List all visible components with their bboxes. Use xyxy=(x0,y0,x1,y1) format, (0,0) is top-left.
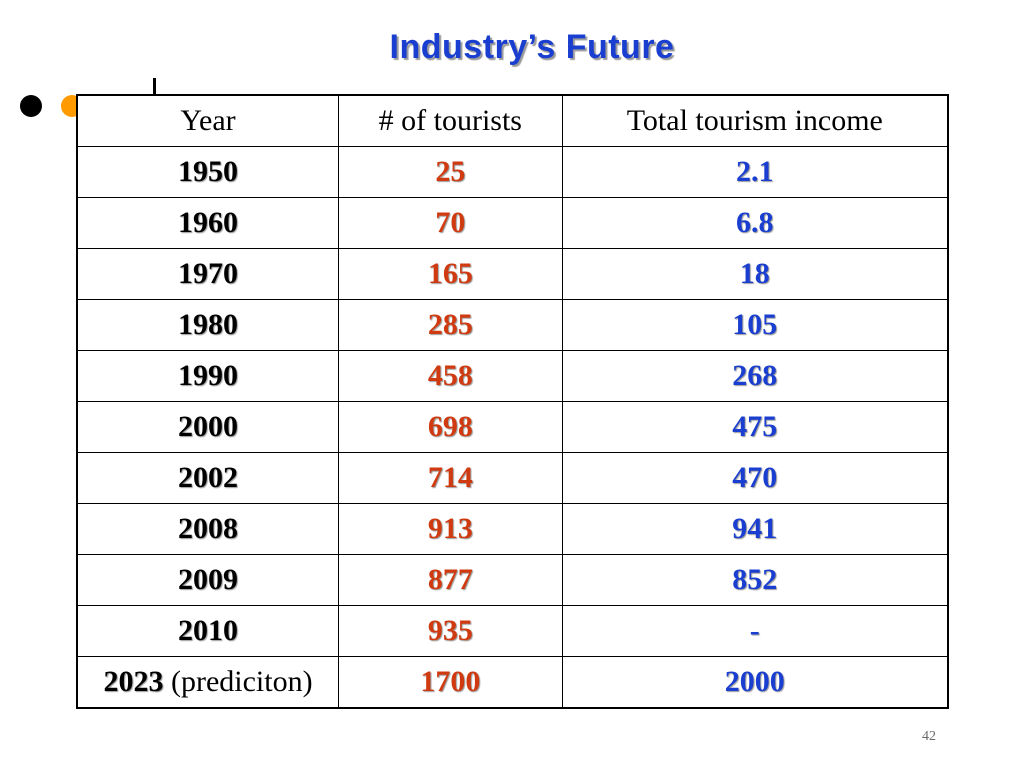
year-value: 1970 xyxy=(178,257,239,290)
tourists-value: 714 xyxy=(427,461,473,494)
slide-title: Industry’s Future xyxy=(389,28,675,66)
tourists-cell: 25 xyxy=(338,146,563,198)
year-cell: 1950 xyxy=(76,146,340,198)
year-cell: 1980 xyxy=(76,299,340,351)
table-row: 1960 70 6.8 xyxy=(76,197,949,249)
year-value: 2000 xyxy=(178,410,239,443)
year-note: (prediciton) xyxy=(163,665,313,698)
year-cell: 2023 (prediciton) xyxy=(76,656,340,709)
income-cell: 852 xyxy=(561,554,949,606)
table-row: 1990 458 268 xyxy=(76,350,949,402)
tourists-value: 285 xyxy=(427,308,473,341)
tourists-value: 913 xyxy=(427,512,473,545)
year-cell: 1970 xyxy=(76,248,340,300)
year-value: 2008 xyxy=(178,512,239,545)
table-row: 1950 25 2.1 xyxy=(76,146,949,198)
year-value: 1980 xyxy=(178,308,239,341)
table-row: 2008 913 941 xyxy=(76,503,949,555)
tourists-value: 935 xyxy=(427,614,473,647)
table-row: 2000 698 475 xyxy=(76,401,949,453)
year-cell: 2010 xyxy=(76,605,340,657)
income-value: 2.1 xyxy=(736,155,774,188)
year-cell: 2008 xyxy=(76,503,340,555)
year-cell: 1960 xyxy=(76,197,340,249)
table-row: 2023 (prediciton) 1700 2000 xyxy=(76,656,949,709)
tourists-cell: 698 xyxy=(338,401,563,453)
year-cell: 2002 xyxy=(76,452,340,504)
income-value: 852 xyxy=(732,563,778,596)
tourists-cell: 285 xyxy=(338,299,563,351)
income-cell: 475 xyxy=(561,401,949,453)
income-cell: 941 xyxy=(561,503,949,555)
income-value: 475 xyxy=(732,410,778,443)
tourists-value: 458 xyxy=(427,359,473,392)
income-value: 105 xyxy=(732,308,778,341)
income-value: 2000 xyxy=(724,665,785,698)
bullet-dot-icon xyxy=(20,95,42,117)
income-cell: 2000 xyxy=(561,656,949,709)
table-row: 1970 165 18 xyxy=(76,248,949,300)
year-value: 2010 xyxy=(178,614,239,647)
income-value: 18 xyxy=(739,257,770,290)
year-value: 1990 xyxy=(178,359,239,392)
table-row: 2002 714 470 xyxy=(76,452,949,504)
income-cell: 2.1 xyxy=(561,146,949,198)
tourists-cell: 714 xyxy=(338,452,563,504)
income-cell: 18 xyxy=(561,248,949,300)
tourists-value: 698 xyxy=(427,410,473,443)
income-value: 941 xyxy=(732,512,778,545)
income-cell: 105 xyxy=(561,299,949,351)
header-income: Total tourism income xyxy=(561,94,949,147)
tourists-value: 877 xyxy=(427,563,473,596)
tourists-cell: 913 xyxy=(338,503,563,555)
tourism-table: Year # of tourists Total tourism income … xyxy=(76,94,949,709)
year-cell: 2000 xyxy=(76,401,340,453)
year-value: 2009 xyxy=(178,563,239,596)
tourists-cell: 1700 xyxy=(338,656,563,709)
tourists-cell: 458 xyxy=(338,350,563,402)
income-cell: 6.8 xyxy=(561,197,949,249)
tourists-cell: 935 xyxy=(338,605,563,657)
table-row: 1980 285 105 xyxy=(76,299,949,351)
year-value: 1960 xyxy=(178,206,239,239)
income-value: 268 xyxy=(732,359,778,392)
year-value: 2023 xyxy=(103,665,164,698)
year-value: 2002 xyxy=(178,461,239,494)
tourists-cell: 165 xyxy=(338,248,563,300)
tourists-value: 25 xyxy=(435,155,466,188)
table-body: 1950 25 2.1 1960 70 6.8 1970 165 18 1980 285 105 199… xyxy=(76,146,949,709)
tourists-value: 1700 xyxy=(420,665,481,698)
page-number: 42 xyxy=(922,729,936,744)
header-year: Year xyxy=(76,94,340,147)
table-row: 2009 877 852 xyxy=(76,554,949,606)
income-cell: - xyxy=(561,605,949,657)
tourists-cell: 877 xyxy=(338,554,563,606)
table-header-row: Year # of tourists Total tourism income xyxy=(76,94,949,147)
tourists-cell: 70 xyxy=(338,197,563,249)
tourists-value: 70 xyxy=(435,206,466,239)
tourists-value: 165 xyxy=(427,257,473,290)
income-value: - xyxy=(749,614,760,647)
header-tourists: # of tourists xyxy=(338,94,563,147)
income-cell: 470 xyxy=(561,452,949,504)
year-cell: 1990 xyxy=(76,350,340,402)
text-cursor xyxy=(153,78,156,98)
income-value: 470 xyxy=(732,461,778,494)
income-value: 6.8 xyxy=(736,206,774,239)
income-cell: 268 xyxy=(561,350,949,402)
table-row: 2010 935 - xyxy=(76,605,949,657)
year-value: 1950 xyxy=(178,155,239,188)
year-cell: 2009 xyxy=(76,554,340,606)
